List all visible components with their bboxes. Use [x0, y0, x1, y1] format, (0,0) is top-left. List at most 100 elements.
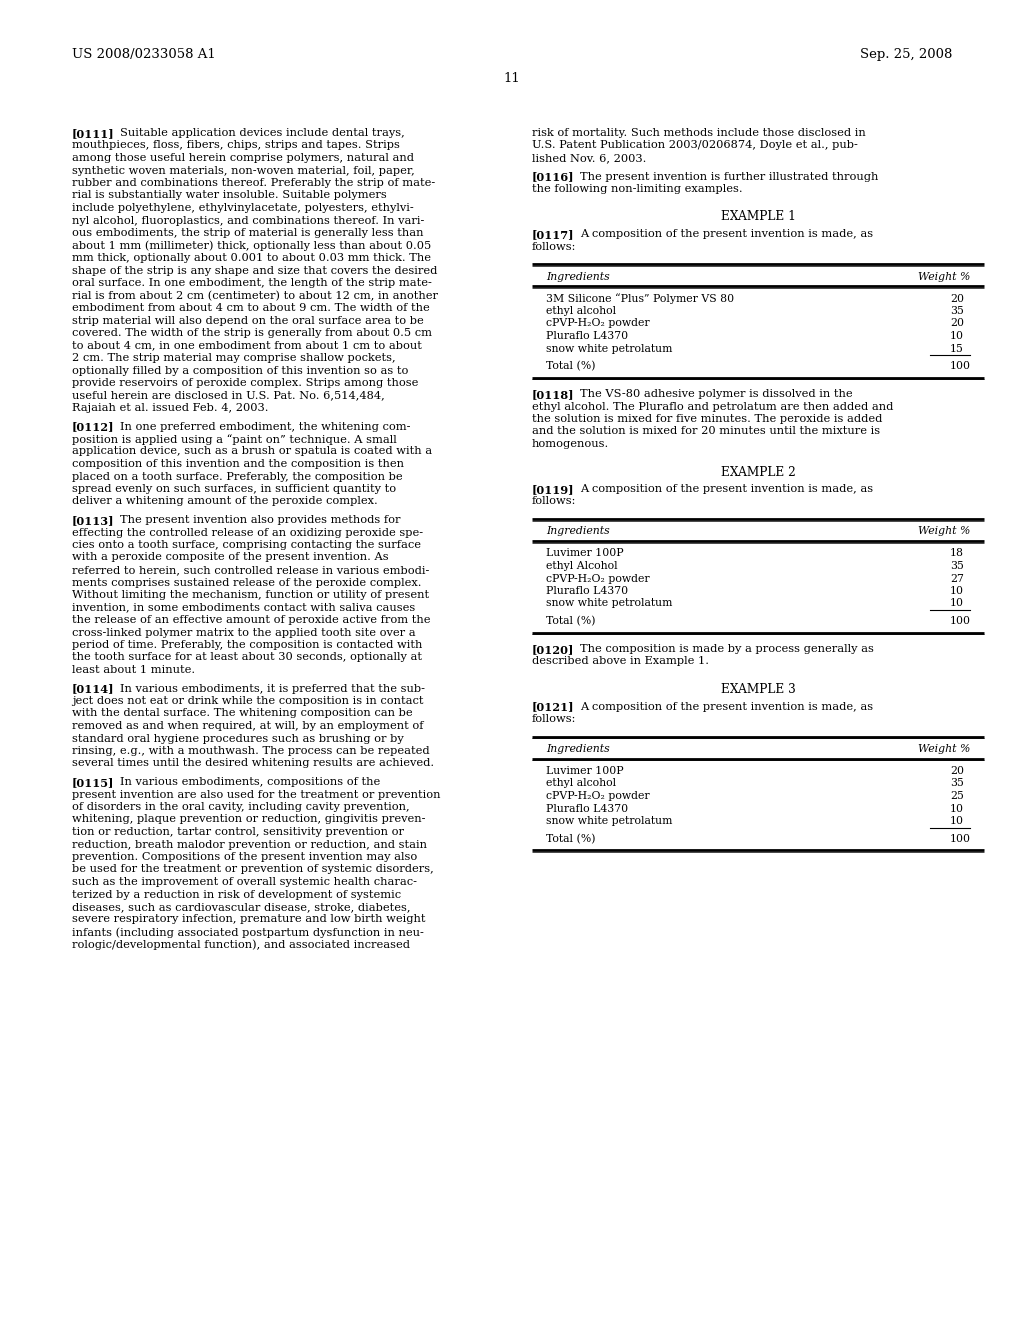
Text: Total (%): Total (%)	[546, 360, 596, 371]
Text: A composition of the present invention is made, as: A composition of the present invention i…	[580, 701, 873, 711]
Text: mm thick, optionally about 0.001 to about 0.03 mm thick. The: mm thick, optionally about 0.001 to abou…	[72, 253, 431, 263]
Text: rologic/developmental function), and associated increased: rologic/developmental function), and ass…	[72, 940, 410, 950]
Text: 20: 20	[950, 293, 964, 304]
Text: Luvimer 100P: Luvimer 100P	[546, 766, 624, 776]
Text: be used for the treatment or prevention of systemic disorders,: be used for the treatment or prevention …	[72, 865, 434, 874]
Text: U.S. Patent Publication 2003/0206874, Doyle et al., pub-: U.S. Patent Publication 2003/0206874, Do…	[532, 140, 858, 150]
Text: Luvimer 100P: Luvimer 100P	[546, 549, 624, 558]
Text: prevention. Compositions of the present invention may also: prevention. Compositions of the present …	[72, 851, 417, 862]
Text: and the solution is mixed for 20 minutes until the mixture is: and the solution is mixed for 20 minutes…	[532, 426, 880, 437]
Text: the release of an effective amount of peroxide active from the: the release of an effective amount of pe…	[72, 615, 430, 624]
Text: Sep. 25, 2008: Sep. 25, 2008	[859, 48, 952, 61]
Text: ethyl alcohol. The Pluraflo and petrolatum are then added and: ethyl alcohol. The Pluraflo and petrolat…	[532, 401, 893, 412]
Text: 10: 10	[950, 804, 964, 813]
Text: In various embodiments, compositions of the: In various embodiments, compositions of …	[120, 777, 380, 787]
Text: cPVP-H₂O₂ powder: cPVP-H₂O₂ powder	[546, 318, 649, 329]
Text: 35: 35	[950, 561, 964, 572]
Text: 10: 10	[950, 586, 964, 597]
Text: 10: 10	[950, 331, 964, 341]
Text: Total (%): Total (%)	[546, 616, 596, 626]
Text: [0111]: [0111]	[72, 128, 115, 139]
Text: shape of the strip is any shape and size that covers the desired: shape of the strip is any shape and size…	[72, 265, 437, 276]
Text: synthetic woven materials, non-woven material, foil, paper,: synthetic woven materials, non-woven mat…	[72, 165, 415, 176]
Text: 20: 20	[950, 318, 964, 329]
Text: removed as and when required, at will, by an employment of: removed as and when required, at will, b…	[72, 721, 424, 731]
Text: [0118]: [0118]	[532, 389, 574, 400]
Text: [0112]: [0112]	[72, 421, 115, 433]
Text: tion or reduction, tartar control, sensitivity prevention or: tion or reduction, tartar control, sensi…	[72, 828, 404, 837]
Text: 11: 11	[504, 73, 520, 84]
Text: snow white petrolatum: snow white petrolatum	[546, 343, 673, 354]
Text: ject does not eat or drink while the composition is in contact: ject does not eat or drink while the com…	[72, 696, 424, 706]
Text: 10: 10	[950, 816, 964, 826]
Text: Pluraflo L4370: Pluraflo L4370	[546, 586, 628, 597]
Text: Pluraflo L4370: Pluraflo L4370	[546, 331, 628, 341]
Text: 100: 100	[950, 616, 971, 626]
Text: Without limiting the mechanism, function or utility of present: Without limiting the mechanism, function…	[72, 590, 429, 601]
Text: 100: 100	[950, 833, 971, 843]
Text: the tooth surface for at least about 30 seconds, optionally at: the tooth surface for at least about 30 …	[72, 652, 422, 663]
Text: period of time. Preferably, the composition is contacted with: period of time. Preferably, the composit…	[72, 640, 422, 649]
Text: rubber and combinations thereof. Preferably the strip of mate-: rubber and combinations thereof. Prefera…	[72, 178, 435, 187]
Text: A composition of the present invention is made, as: A composition of the present invention i…	[580, 484, 873, 494]
Text: oral surface. In one embodiment, the length of the strip mate-: oral surface. In one embodiment, the len…	[72, 279, 432, 288]
Text: 3M Silicone “Plus” Polymer VS 80: 3M Silicone “Plus” Polymer VS 80	[546, 293, 734, 305]
Text: rial is substantially water insoluble. Suitable polymers: rial is substantially water insoluble. S…	[72, 190, 387, 201]
Text: Ingredients: Ingredients	[546, 744, 609, 754]
Text: A composition of the present invention is made, as: A composition of the present invention i…	[580, 228, 873, 239]
Text: [0119]: [0119]	[532, 484, 574, 495]
Text: useful herein are disclosed in U.S. Pat. No. 6,514,484,: useful herein are disclosed in U.S. Pat.…	[72, 391, 385, 400]
Text: application device, such as a brush or spatula is coated with a: application device, such as a brush or s…	[72, 446, 432, 457]
Text: 10: 10	[950, 598, 964, 609]
Text: Ingredients: Ingredients	[546, 527, 609, 536]
Text: Weight %: Weight %	[918, 527, 970, 536]
Text: reduction, breath malodor prevention or reduction, and stain: reduction, breath malodor prevention or …	[72, 840, 427, 850]
Text: rinsing, e.g., with a mouthwash. The process can be repeated: rinsing, e.g., with a mouthwash. The pro…	[72, 746, 430, 756]
Text: composition of this invention and the composition is then: composition of this invention and the co…	[72, 459, 404, 469]
Text: Weight %: Weight %	[918, 744, 970, 754]
Text: The composition is made by a process generally as: The composition is made by a process gen…	[580, 644, 873, 653]
Text: spread evenly on such surfaces, in sufficient quantity to: spread evenly on such surfaces, in suffi…	[72, 484, 396, 494]
Text: [0117]: [0117]	[532, 228, 574, 240]
Text: snow white petrolatum: snow white petrolatum	[546, 598, 673, 609]
Text: 18: 18	[950, 549, 964, 558]
Text: invention, in some embodiments contact with saliva causes: invention, in some embodiments contact w…	[72, 602, 416, 612]
Text: risk of mortality. Such methods include those disclosed in: risk of mortality. Such methods include …	[532, 128, 865, 139]
Text: The present invention also provides methods for: The present invention also provides meth…	[120, 515, 400, 525]
Text: [0120]: [0120]	[532, 644, 574, 655]
Text: rial is from about 2 cm (centimeter) to about 12 cm, in another: rial is from about 2 cm (centimeter) to …	[72, 290, 438, 301]
Text: the following non-limiting examples.: the following non-limiting examples.	[532, 183, 742, 194]
Text: EXAMPLE 1: EXAMPLE 1	[721, 210, 796, 223]
Text: referred to herein, such controlled release in various embodi-: referred to herein, such controlled rele…	[72, 565, 429, 576]
Text: The VS-80 adhesive polymer is dissolved in the: The VS-80 adhesive polymer is dissolved …	[580, 389, 853, 399]
Text: 35: 35	[950, 779, 964, 788]
Text: Rajaiah et al. issued Feb. 4, 2003.: Rajaiah et al. issued Feb. 4, 2003.	[72, 403, 268, 413]
Text: In one preferred embodiment, the whitening com-: In one preferred embodiment, the whiteni…	[120, 421, 411, 432]
Text: Ingredients: Ingredients	[546, 272, 609, 281]
Text: strip material will also depend on the oral surface area to be: strip material will also depend on the o…	[72, 315, 424, 326]
Text: [0116]: [0116]	[532, 172, 574, 182]
Text: nyl alcohol, fluoroplastics, and combinations thereof. In vari-: nyl alcohol, fluoroplastics, and combina…	[72, 215, 424, 226]
Text: [0115]: [0115]	[72, 777, 115, 788]
Text: placed on a tooth surface. Preferably, the composition be: placed on a tooth surface. Preferably, t…	[72, 471, 402, 482]
Text: [0113]: [0113]	[72, 515, 115, 525]
Text: provide reservoirs of peroxide complex. Strips among those: provide reservoirs of peroxide complex. …	[72, 378, 419, 388]
Text: ethyl alcohol: ethyl alcohol	[546, 306, 616, 315]
Text: US 2008/0233058 A1: US 2008/0233058 A1	[72, 48, 216, 61]
Text: cross-linked polymer matrix to the applied tooth site over a: cross-linked polymer matrix to the appli…	[72, 627, 416, 638]
Text: the solution is mixed for five minutes. The peroxide is added: the solution is mixed for five minutes. …	[532, 414, 883, 424]
Text: 2 cm. The strip material may comprise shallow pockets,: 2 cm. The strip material may comprise sh…	[72, 352, 395, 363]
Text: several times until the desired whitening results are achieved.: several times until the desired whitenin…	[72, 759, 434, 768]
Text: about 1 mm (millimeter) thick, optionally less than about 0.05: about 1 mm (millimeter) thick, optionall…	[72, 240, 431, 251]
Text: terized by a reduction in risk of development of systemic: terized by a reduction in risk of develo…	[72, 890, 401, 899]
Text: 25: 25	[950, 791, 964, 801]
Text: Pluraflo L4370: Pluraflo L4370	[546, 804, 628, 813]
Text: homogenous.: homogenous.	[532, 440, 609, 449]
Text: EXAMPLE 2: EXAMPLE 2	[721, 466, 796, 479]
Text: deliver a whitening amount of the peroxide complex.: deliver a whitening amount of the peroxi…	[72, 496, 378, 507]
Text: covered. The width of the strip is generally from about 0.5 cm: covered. The width of the strip is gener…	[72, 327, 432, 338]
Text: whitening, plaque prevention or reduction, gingivitis preven-: whitening, plaque prevention or reductio…	[72, 814, 426, 825]
Text: cPVP-H₂O₂ powder: cPVP-H₂O₂ powder	[546, 573, 649, 583]
Text: optionally filled by a composition of this invention so as to: optionally filled by a composition of th…	[72, 366, 409, 375]
Text: of disorders in the oral cavity, including cavity prevention,: of disorders in the oral cavity, includi…	[72, 803, 410, 812]
